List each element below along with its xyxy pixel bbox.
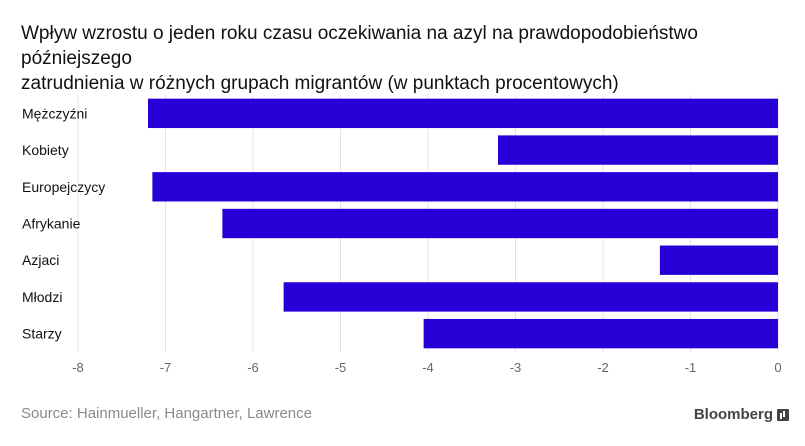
bar [283,282,778,312]
x-tick-label: -7 [160,360,172,375]
bars [148,98,778,349]
x-tick-label: -3 [510,360,522,375]
x-tick-label: -5 [335,360,347,375]
bar [148,98,778,129]
bar [222,208,778,239]
x-axis-tick-labels: -8 -7 -6 -5 -4 -3 -2 -1 0 [72,360,781,375]
bar [152,172,778,202]
bar [659,245,778,275]
category-label: Afrykanie [22,216,81,232]
category-label: Mężczyźni [22,105,87,121]
brand-name: Bloomberg [693,406,773,423]
x-tick-label: -6 [247,360,259,375]
chart-title-line-1: Wpływ wzrostu o jeden roku czasu oczekiw… [21,23,698,69]
x-tick-label: -8 [72,360,84,375]
x-tick-label: 0 [774,360,781,375]
bar [423,318,778,349]
category-label: Azjaci [22,252,59,268]
chart-title-line-2: zatrudnienia w różnych grupach migrantów… [21,73,619,94]
x-tick-label: -2 [597,360,609,375]
brand-logo: Bloomberg [694,406,789,423]
category-label: Kobiety [22,142,69,158]
category-label: Europejczycy [22,179,105,195]
x-tick-label: -1 [685,360,697,375]
category-labels: Mężczyźni Kobiety Europejczycy Afrykanie Azj… [22,105,105,341]
x-tick-label: -4 [422,360,434,375]
bar-chart-icon [777,408,789,421]
chart-title: Wpływ wzrostu o jeden roku czasu oczekiw… [21,21,781,96]
source-note: Source: Hainmueller, Hangartner, Lawrenc… [21,405,312,422]
category-label: Młodzi [22,289,62,305]
category-label: Starzy [22,326,62,342]
bar [498,135,778,165]
